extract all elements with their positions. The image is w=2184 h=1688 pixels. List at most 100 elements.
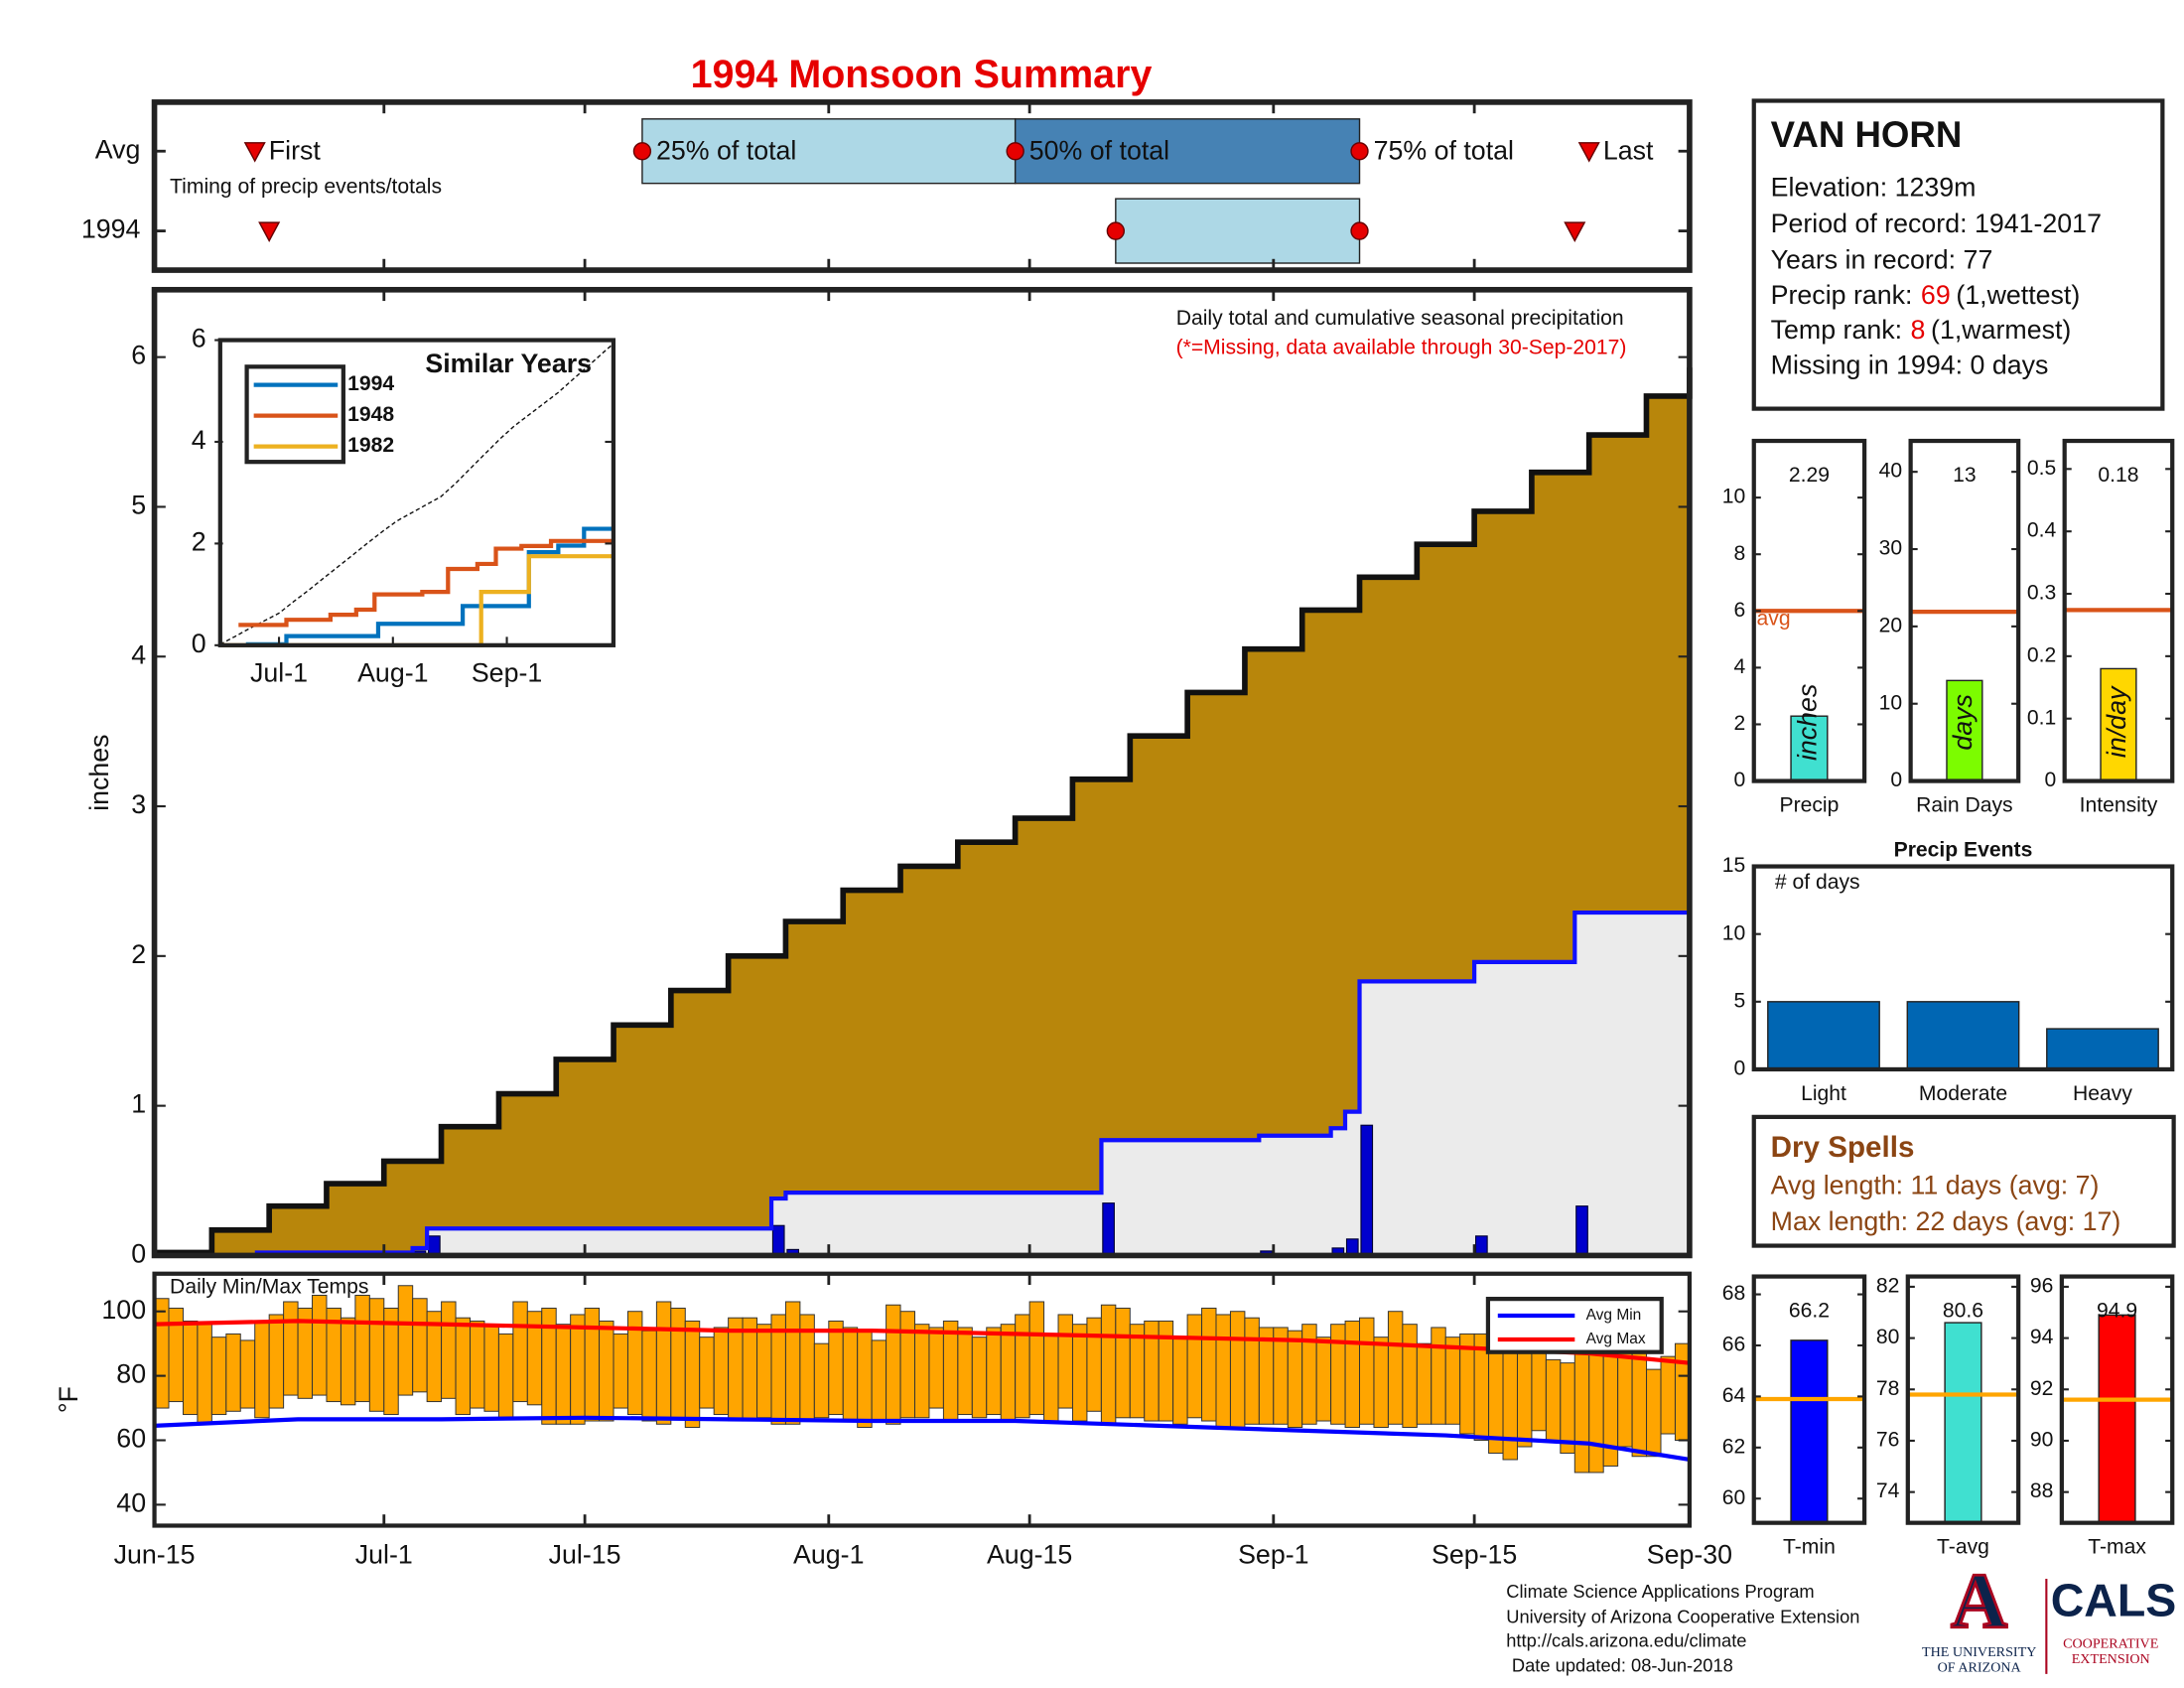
legend-label: Avg Min	[1586, 1307, 1642, 1324]
y-tick-label: 74	[1876, 1479, 1900, 1502]
timing-note: Timing of precip events/totals	[170, 175, 442, 198]
temp-bar	[1315, 1336, 1332, 1422]
temp-bar	[957, 1327, 973, 1416]
temp-bar	[412, 1298, 428, 1393]
event-marker	[1564, 221, 1586, 242]
y-tick-label: 66	[1722, 1334, 1746, 1356]
temp-bar	[455, 1317, 471, 1416]
avg-line	[154, 1319, 1691, 1365]
temp-bar	[1287, 1330, 1303, 1429]
temp-bar	[210, 1336, 227, 1416]
temp-bar	[1631, 1352, 1648, 1458]
temp-bar	[670, 1307, 686, 1419]
logo-text: EXTENSION	[2072, 1651, 2150, 1667]
marker-label: 25% of total	[656, 136, 796, 166]
temp-bar	[497, 1333, 514, 1419]
x-tick-label: Precip	[1779, 794, 1839, 817]
event-marker	[243, 142, 266, 163]
x-tick-label: Jul-1	[355, 1540, 413, 1570]
bar	[2098, 1314, 2136, 1524]
y-tick-label: 0.5	[2027, 457, 2056, 480]
temp-bar	[1115, 1307, 1131, 1419]
event-marker	[258, 221, 281, 242]
x-tick-label: Sep-30	[1647, 1540, 1732, 1570]
average-area	[154, 367, 1690, 1256]
rank-value: 8	[1911, 315, 1926, 345]
frame	[2059, 1274, 2175, 1525]
temp-bar	[871, 1339, 887, 1422]
x-tick-label: Sep-1	[1238, 1540, 1308, 1570]
x-tick-label: Jul-15	[549, 1540, 621, 1570]
temp-bar	[1057, 1314, 1073, 1409]
temp-bar	[756, 1324, 772, 1419]
temp-bar	[1359, 1317, 1375, 1425]
temp-bar	[641, 1330, 657, 1422]
frame	[1905, 1274, 2021, 1525]
y-tick-label: 0	[131, 1239, 146, 1269]
y-tick-label: 94	[2030, 1326, 2054, 1348]
x-tick-label: T-min	[1783, 1536, 1836, 1559]
y-tick-label: 1	[131, 1089, 146, 1119]
y-tick-label: 2	[131, 939, 146, 969]
value-label: 80.6	[1943, 1299, 1983, 1322]
rank-value: 69	[1921, 280, 1951, 310]
temp-bar	[713, 1327, 730, 1416]
value-label: 0.18	[2098, 464, 2138, 487]
temp-bar	[655, 1301, 672, 1425]
y-tick-label: 64	[1722, 1384, 1746, 1407]
temp-bar	[340, 1317, 356, 1406]
station-name: VAN HORN	[1771, 114, 1963, 155]
temp-bar	[971, 1336, 988, 1419]
legend-label: 1994	[347, 372, 394, 395]
temp-bar	[368, 1298, 385, 1412]
y-tick-label: 4	[1734, 655, 1746, 678]
dry-spells-box	[1751, 1114, 2176, 1248]
total-marker	[1006, 142, 1024, 161]
timing-box	[1014, 118, 1361, 185]
y-tick-label: 80	[1876, 1326, 1899, 1348]
temp-bar	[1444, 1336, 1461, 1425]
y-tick-label: 20	[1879, 614, 1903, 636]
unit-label: inches	[1793, 684, 1823, 761]
footer-line: Climate Science Applications Program	[1506, 1581, 1814, 1602]
temp-bar	[1387, 1311, 1404, 1425]
inset-title: Similar Years	[425, 349, 592, 378]
temp-bar	[397, 1285, 414, 1396]
temp-bar	[813, 1342, 830, 1419]
temp-bar	[599, 1320, 614, 1422]
y-tick-label: 0	[1734, 1057, 1746, 1080]
legend-label: 1948	[347, 403, 394, 426]
temp-bar	[1215, 1314, 1231, 1429]
temp-bar	[1172, 1336, 1188, 1425]
y-tick-label: 90	[2030, 1429, 2053, 1452]
x-tick-label: Sep-15	[1432, 1540, 1517, 1570]
temp-bar	[1402, 1324, 1418, 1429]
panel-note: (*=Missing, data available through 30-Se…	[1176, 337, 1627, 359]
temp-bar	[1545, 1358, 1562, 1441]
temp-bar	[1028, 1301, 1045, 1416]
x-tick-label: T-max	[2088, 1536, 2146, 1559]
cumulative-line	[254, 910, 1690, 1255]
y-tick-label: 40	[1879, 460, 1903, 483]
temp-bar	[182, 1320, 199, 1416]
temp-bar	[1330, 1324, 1346, 1425]
rank-note: (1,wettest)	[1956, 280, 2080, 310]
average-line	[219, 343, 614, 645]
frame	[1751, 864, 2175, 1072]
temp-bar	[1000, 1324, 1017, 1422]
y-tick-label: 10	[1722, 486, 1746, 508]
temp-bar	[1015, 1314, 1030, 1419]
x-tick-label: Light	[1801, 1082, 1846, 1105]
temp-bar	[470, 1320, 485, 1409]
y-tick-label: 0	[192, 629, 206, 658]
legend-label: 1982	[347, 434, 394, 457]
temp-bar	[1431, 1327, 1446, 1425]
frame	[151, 286, 1693, 1259]
total-marker	[1106, 221, 1125, 240]
y-tick-label: 96	[2030, 1274, 2053, 1297]
temp-bar	[886, 1304, 901, 1425]
daily-bar	[428, 1235, 441, 1256]
y-tick-label: 62	[1722, 1435, 1746, 1458]
temp-bar	[570, 1314, 586, 1425]
